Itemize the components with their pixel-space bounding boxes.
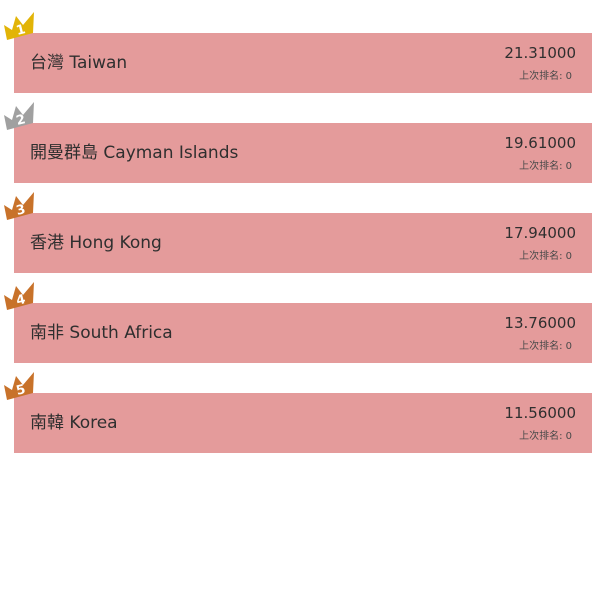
- crown-icon: 5: [1, 371, 45, 409]
- last-rank-label: 上次排名: 0: [519, 161, 572, 172]
- last-rank-label: 上次排名: 0: [519, 431, 572, 442]
- crown-shape: [4, 12, 34, 40]
- crown-icon: 3: [1, 191, 45, 229]
- score-value: 11.56000: [504, 404, 576, 422]
- ranking-row[interactable]: 5 南韓 Korea 11.56000 上次排名: 0: [4, 372, 592, 453]
- score-value: 17.94000: [504, 224, 576, 242]
- last-rank-label: 上次排名: 0: [519, 341, 572, 352]
- ranking-row[interactable]: 3 香港 Hong Kong 17.94000 上次排名: 0: [4, 192, 592, 273]
- crown-shape: [4, 102, 34, 130]
- score-value: 21.31000: [504, 44, 576, 62]
- crown-icon: 4: [1, 281, 45, 319]
- last-rank-label: 上次排名: 0: [519, 251, 572, 262]
- country-name: 香港 Hong Kong: [30, 233, 162, 253]
- crown-icon: 1: [1, 11, 45, 49]
- crown-shape: [4, 372, 34, 400]
- crown-shape: [4, 282, 34, 310]
- score-value: 13.76000: [504, 314, 576, 332]
- country-name: 開曼群島 Cayman Islands: [30, 143, 239, 163]
- last-rank-label: 上次排名: 0: [519, 71, 572, 82]
- ranking-row[interactable]: 2 開曼群島 Cayman Islands 19.61000 上次排名: 0: [4, 102, 592, 183]
- crown-shape: [4, 192, 34, 220]
- country-name: 台灣 Taiwan: [30, 53, 128, 73]
- crown-icon: 2: [1, 101, 45, 139]
- ranking-row[interactable]: 1 台灣 Taiwan 21.31000 上次排名: 0: [4, 12, 592, 93]
- ranking-row[interactable]: 4 南非 South Africa 13.76000 上次排名: 0: [4, 282, 592, 363]
- score-value: 19.61000: [504, 134, 576, 152]
- country-name: 南韓 Korea: [30, 413, 118, 433]
- country-name: 南非 South Africa: [30, 323, 173, 343]
